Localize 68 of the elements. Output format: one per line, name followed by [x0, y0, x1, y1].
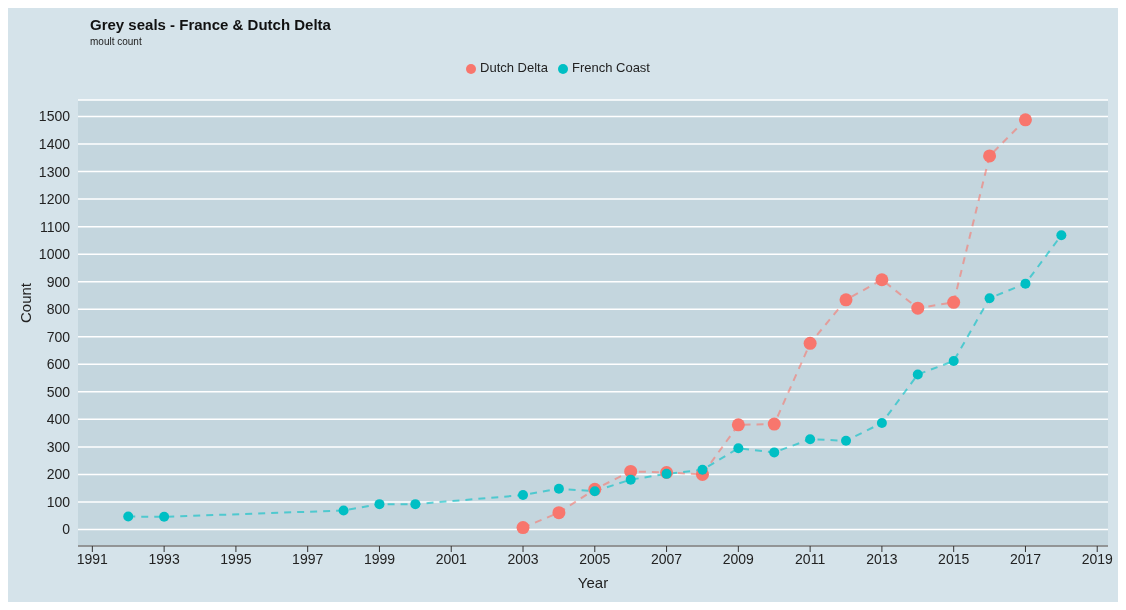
x-tick-label: 2009	[722, 550, 755, 567]
y-tick-label: 700	[46, 328, 71, 345]
y-tick-label: 800	[46, 301, 71, 318]
point	[1018, 113, 1032, 127]
x-tick-label: 2001	[435, 550, 468, 567]
y-tick-label: 600	[46, 356, 71, 373]
point	[983, 149, 997, 163]
x-tick-label: 1993	[148, 550, 180, 567]
point	[733, 443, 744, 454]
point	[769, 447, 780, 458]
y-tick-label: 100	[46, 493, 71, 510]
point	[123, 511, 134, 522]
y-tick-label: 1100	[39, 218, 71, 235]
x-tick-label: 2005	[579, 550, 611, 567]
point	[731, 418, 745, 432]
y-axis-title: Count	[17, 282, 35, 323]
point	[338, 505, 349, 516]
point	[839, 293, 853, 307]
y-tick-label: 200	[46, 466, 71, 483]
point	[625, 474, 636, 485]
x-tick-label: 2015	[938, 550, 970, 567]
point	[911, 301, 925, 315]
point	[948, 355, 959, 366]
x-tick-label: 1997	[292, 550, 324, 567]
point	[589, 486, 600, 497]
point	[876, 417, 887, 428]
point	[841, 435, 852, 446]
x-tick-label: 2003	[507, 550, 539, 567]
chart-title: Grey seals - France & Dutch Delta	[90, 16, 331, 33]
point	[984, 293, 995, 304]
x-tick-label: 2019	[1081, 550, 1114, 567]
point	[875, 273, 889, 287]
x-axis-title: Year	[577, 574, 609, 591]
point	[805, 434, 816, 445]
point	[1020, 278, 1031, 289]
point	[767, 417, 781, 431]
y-tick-label: 0	[62, 521, 71, 538]
y-tick-label: 1400	[38, 136, 71, 153]
point	[518, 490, 529, 501]
chart-subtitle: moult count	[90, 36, 142, 47]
x-tick-label: 2011	[795, 550, 826, 567]
x-tick-label: 1991	[76, 550, 109, 567]
point	[803, 336, 817, 350]
point	[697, 464, 708, 475]
point	[374, 499, 385, 510]
y-tick-label: 1300	[38, 163, 71, 180]
y-tick-label: 1500	[38, 108, 71, 125]
point	[516, 521, 530, 535]
legend-label: French Coast	[571, 60, 650, 75]
y-tick-label: 900	[46, 273, 71, 290]
x-tick-label: 1995	[220, 550, 252, 567]
x-tick-label: 2017	[1009, 550, 1042, 567]
x-tick-label: 1999	[363, 550, 396, 567]
point	[159, 511, 170, 522]
y-tick-label: 1200	[38, 191, 71, 208]
y-tick-label: 500	[46, 383, 71, 400]
point	[912, 369, 923, 380]
y-tick-label: 400	[46, 411, 71, 428]
y-tick-label: 300	[46, 438, 71, 455]
point	[1056, 230, 1067, 241]
point	[410, 499, 421, 510]
point	[947, 295, 961, 309]
y-tick-label: 1000	[38, 246, 71, 263]
point	[553, 483, 564, 494]
x-tick-label: 2007	[650, 550, 683, 567]
legend-label: Dutch Delta	[480, 60, 548, 75]
point	[552, 506, 566, 520]
x-tick-label: 2013	[866, 550, 898, 567]
